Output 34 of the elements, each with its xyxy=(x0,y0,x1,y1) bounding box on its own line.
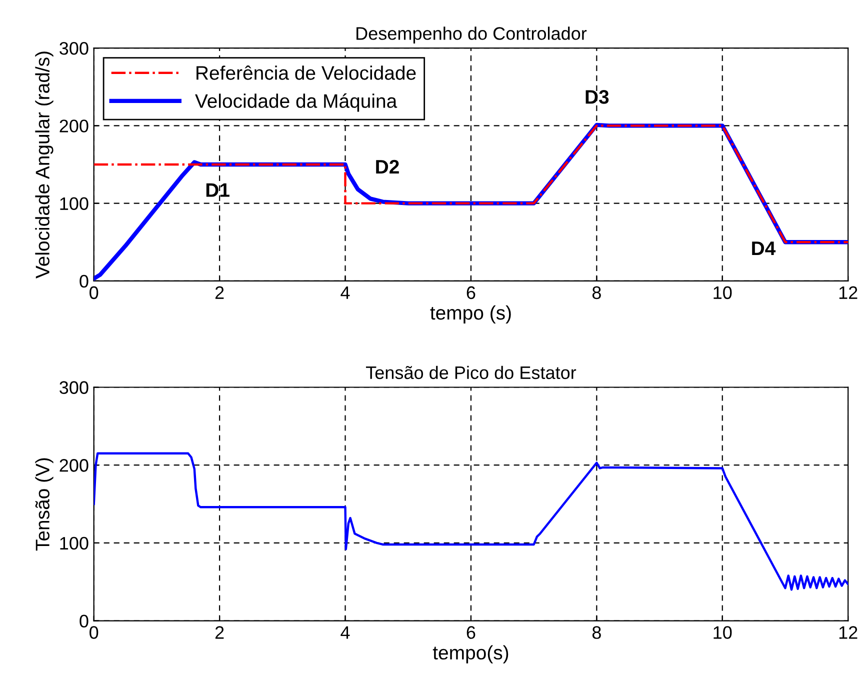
y-tick-label: 200 xyxy=(60,120,88,132)
x-tick-label: 0 xyxy=(90,286,98,300)
y-tick-label: 300 xyxy=(60,42,88,55)
y-tick-label: 0 xyxy=(80,614,88,628)
legend-label: Velocidade da Máquina xyxy=(195,93,398,112)
x-tick-label: 4 xyxy=(340,626,350,639)
x-tick-label: 4 xyxy=(340,286,350,299)
annotation: D2 xyxy=(376,160,399,174)
x-tick-label: 12 xyxy=(839,286,858,299)
y-axis-title: Tensão (V) xyxy=(35,458,54,551)
x-tick-label: 8 xyxy=(592,626,601,639)
y-tick-label: 300 xyxy=(60,381,88,394)
y-tick-label: 100 xyxy=(60,197,88,210)
x-tick-label: 2 xyxy=(215,286,224,299)
chart-title: Desempenho do Controlador xyxy=(356,26,587,44)
x-tick-label: 10 xyxy=(714,286,732,300)
x-tick-label: 0 xyxy=(90,626,98,639)
annotation: D3 xyxy=(586,90,609,104)
x-tick-label: 12 xyxy=(839,626,858,639)
x-tick-label: 2 xyxy=(215,626,224,639)
x-tick-label: 6 xyxy=(466,286,476,300)
x-axis-title: tempo(s) xyxy=(432,645,508,664)
annotation: D4 xyxy=(752,242,776,256)
x-axis-title: tempo (s) xyxy=(430,305,511,324)
y-tick-label: 0 xyxy=(80,274,88,288)
y-tick-label: 100 xyxy=(60,536,88,550)
x-tick-label: 10 xyxy=(714,626,732,639)
chart-title: Tensão de Pico do Estator xyxy=(366,366,576,380)
legend-label: Referência de Velocidade xyxy=(196,66,416,80)
x-tick-label: 8 xyxy=(592,286,601,300)
y-tick-label: 200 xyxy=(60,459,88,472)
x-tick-label: 6 xyxy=(466,626,476,639)
annotation: D1 xyxy=(206,183,230,197)
y-axis-title: Velocidade Angular (rad/s) xyxy=(35,52,54,278)
